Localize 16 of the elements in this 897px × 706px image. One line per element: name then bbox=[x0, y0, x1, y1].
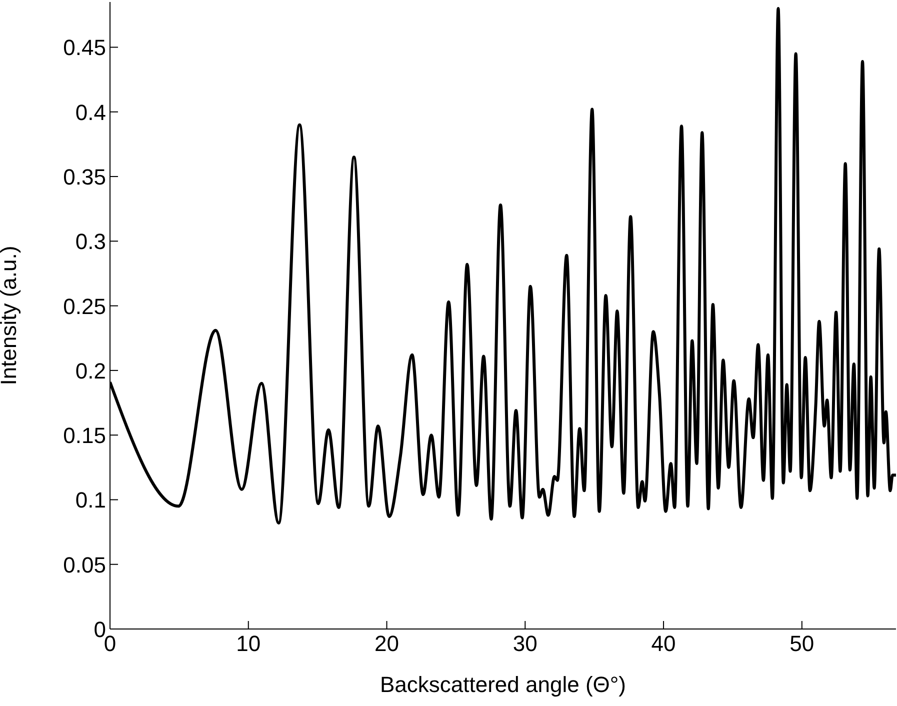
y-tick-label: 0.4 bbox=[75, 100, 106, 125]
x-tick-label: 10 bbox=[236, 631, 261, 656]
x-tick-label: 50 bbox=[790, 631, 814, 656]
y-tick-label: 0.2 bbox=[75, 358, 106, 384]
y-tick-label: 0.25 bbox=[63, 294, 106, 319]
y-axis-title: Intensity (a.u.) bbox=[0, 246, 21, 386]
y-tick-label: 0.15 bbox=[63, 423, 106, 448]
y-tick-label: 0.45 bbox=[63, 35, 106, 60]
x-tick-label: 30 bbox=[512, 631, 538, 656]
y-tick-label: 0.05 bbox=[63, 552, 106, 578]
x-tick-label: 20 bbox=[374, 631, 400, 656]
y-tick-label: 0.35 bbox=[63, 164, 106, 190]
y-tick-label: 0.1 bbox=[75, 488, 106, 513]
y-tick-label: 0.3 bbox=[75, 229, 106, 254]
x-tick-label: 40 bbox=[651, 631, 676, 656]
x-axis-title: Backscattered angle (Θ°) bbox=[380, 672, 626, 697]
